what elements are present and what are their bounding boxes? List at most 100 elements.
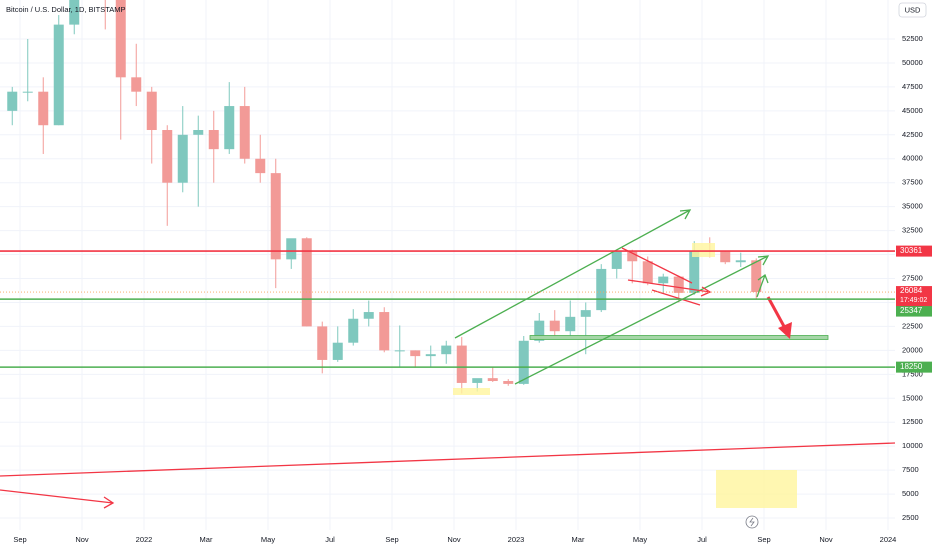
- x-tick-label: Nov: [447, 535, 461, 544]
- x-tick-label: 2022: [136, 535, 153, 544]
- candle-body: [363, 312, 374, 319]
- candle-body: [472, 378, 483, 383]
- x-tick-label: 2024: [880, 535, 897, 544]
- x-tick-label: Sep: [13, 535, 26, 544]
- trend-arrow: [0, 489, 114, 504]
- x-tick-label: Nov: [819, 535, 833, 544]
- x-tick-label: Nov: [75, 535, 89, 544]
- level-label: 18250: [900, 362, 923, 371]
- candle-body: [751, 260, 762, 293]
- drawings: [0, 209, 896, 529]
- candle-body: [720, 251, 731, 263]
- channel-line: [627, 279, 711, 293]
- candle-body: [255, 158, 266, 174]
- candle-body: [193, 130, 204, 135]
- y-tick-label: 50000: [902, 58, 923, 67]
- x-tick-label: Jul: [697, 535, 707, 544]
- candle-body: [596, 268, 607, 311]
- x-tick-label: Mar: [200, 535, 213, 544]
- candle-body: [332, 342, 343, 360]
- chart-title: Bitcoin / U.S. Dollar, 1D, BITSTAMP: [6, 5, 125, 14]
- last-price-box: [896, 286, 932, 307]
- candle-body: [317, 326, 328, 360]
- trend-line: [0, 442, 896, 477]
- candle-body: [534, 320, 545, 341]
- candle-body: [673, 276, 684, 293]
- channel-line: [651, 289, 701, 306]
- price-axis: [895, 0, 932, 550]
- y-tick-label: 40000: [902, 154, 923, 163]
- highlight-box: [716, 470, 797, 508]
- candle-body: [69, 0, 80, 25]
- candle-body: [627, 251, 638, 262]
- level-label-box: [896, 305, 932, 317]
- candle-body: [270, 173, 281, 260]
- y-tick-label: 32500: [902, 226, 923, 235]
- candle-body: [177, 134, 188, 183]
- y-tick-label: 27500: [902, 273, 923, 282]
- candle-body: [22, 91, 33, 93]
- y-tick-label: 35000: [902, 202, 923, 211]
- y-tick-label: 47500: [902, 82, 923, 91]
- y-tick-label: 15000: [902, 393, 923, 402]
- y-tick-label: 22500: [902, 321, 923, 330]
- candle-body: [642, 261, 653, 284]
- forecast-arrow: [766, 296, 788, 331]
- x-tick-label: May: [633, 535, 647, 544]
- axes: 2500 5000 7500 10000 12500 15000 17500 20000 225…: [13, 34, 923, 544]
- arrow-head: [700, 286, 712, 297]
- x-tick-label: 2023: [508, 535, 525, 544]
- level-label-box: [896, 361, 932, 373]
- trend-arrow: [756, 274, 766, 298]
- arrow-head: [778, 322, 792, 339]
- arrow-head: [757, 273, 769, 284]
- candle-body: [503, 381, 514, 384]
- levels: [0, 250, 895, 368]
- time-axis: [0, 530, 895, 550]
- arrow-head: [757, 255, 770, 266]
- candle-body: [53, 24, 64, 126]
- level-label: 30361: [900, 246, 923, 255]
- candle-body: [518, 340, 529, 384]
- candle-body: [735, 260, 746, 263]
- x-tick-label: Jul: [325, 535, 335, 544]
- currency-button[interactable]: [898, 2, 927, 18]
- candle-body: [301, 238, 312, 327]
- arrow-head: [103, 496, 115, 509]
- x-tick-label: Sep: [385, 535, 398, 544]
- candle-body: [286, 238, 297, 260]
- level-label-box: [896, 245, 932, 257]
- candle-body: [410, 350, 421, 357]
- candle-body: [239, 106, 250, 159]
- candle-body: [348, 318, 359, 343]
- candle-body: [487, 378, 498, 382]
- candle-body: [565, 316, 576, 332]
- y-tick-label: 10000: [902, 441, 923, 450]
- candle-body: [394, 350, 405, 352]
- candle-body: [611, 251, 622, 269]
- candle-body: [7, 91, 18, 111]
- candle-body: [456, 345, 467, 383]
- candle-body: [441, 345, 452, 355]
- candle-body: [131, 77, 142, 92]
- candle-body: [658, 276, 669, 284]
- y-tick-label: 17500: [902, 369, 923, 378]
- alert-icon-bolt: [749, 517, 755, 527]
- candle-body: [224, 106, 235, 150]
- candle-body: [425, 354, 436, 357]
- y-tick-label: 20000: [902, 345, 923, 354]
- candle-body: [549, 320, 560, 332]
- channel-line: [621, 247, 693, 284]
- candle-body: [580, 310, 591, 317]
- x-tick-label: May: [261, 535, 275, 544]
- candle-body: [38, 91, 49, 126]
- level-label: 25347: [900, 306, 923, 315]
- currency: USD: [905, 5, 921, 14]
- candle-body: [146, 91, 157, 131]
- y-tick-label: 52500: [902, 34, 923, 43]
- channel-line: [514, 255, 769, 385]
- support-zone: [529, 335, 829, 340]
- channel-line: [454, 209, 691, 339]
- y-tick-label: 2500: [902, 513, 919, 522]
- candle-body: [379, 312, 390, 351]
